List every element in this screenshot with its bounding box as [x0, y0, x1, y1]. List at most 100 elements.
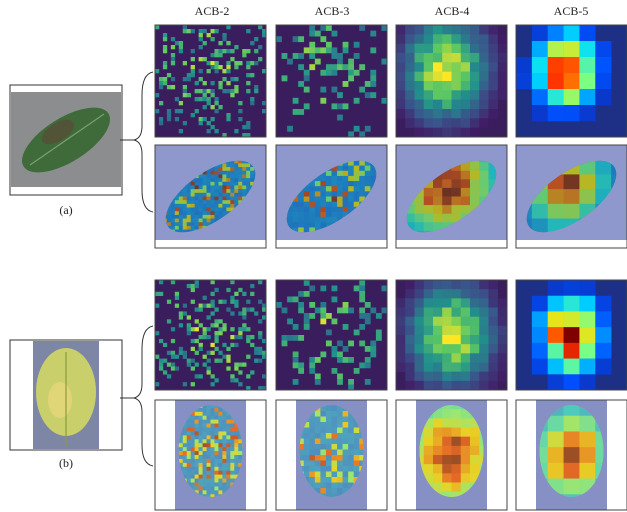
- heat-cell: [348, 455, 354, 461]
- heat-cell: [218, 350, 223, 355]
- heat-cell: [309, 368, 316, 374]
- heat-cell: [423, 280, 434, 290]
- heat-cell: [298, 211, 305, 218]
- heat-cell: [190, 69, 195, 74]
- heat-cell: [178, 458, 184, 464]
- heat-cell: [166, 214, 172, 219]
- heat-cell: [314, 411, 321, 417]
- heat-cell: [178, 49, 184, 54]
- heat-cell: [158, 362, 164, 367]
- heat-cell: [226, 478, 231, 483]
- heat-cell: [210, 174, 215, 179]
- heat-cell: [186, 29, 191, 34]
- heat-cell: [479, 436, 484, 447]
- heat-cell: [158, 101, 164, 106]
- heat-cell: [423, 371, 434, 382]
- heat-cell: [254, 49, 259, 54]
- heat-cell: [174, 366, 180, 371]
- heat-cell: [281, 53, 288, 59]
- heat-cell: [331, 186, 338, 192]
- heat-cell: [214, 411, 219, 417]
- heat-cell: [198, 423, 203, 428]
- heat-cell: [303, 433, 310, 439]
- heat-cell: [309, 460, 316, 467]
- heat-cell: [292, 227, 299, 233]
- heat-cell: [238, 174, 243, 179]
- heat-cell: [198, 411, 203, 417]
- heat-cell: [292, 351, 299, 358]
- heat-cell: [309, 477, 316, 483]
- heat-cell: [442, 409, 452, 419]
- heat-cell: [262, 338, 267, 344]
- heat-cell: [246, 338, 251, 344]
- heat-cell: [262, 354, 267, 359]
- heat-cell: [198, 200, 203, 205]
- heat-cell: [479, 162, 489, 172]
- heat-cell: [234, 455, 239, 460]
- heat-cell: [198, 486, 203, 491]
- heat-cell: [238, 163, 243, 168]
- heat-cell: [303, 318, 310, 325]
- heat-cell: [202, 455, 207, 460]
- heat-cell: [303, 47, 310, 54]
- heat-cell: [353, 433, 360, 439]
- heat-cell: [579, 431, 596, 448]
- heat-cell: [194, 470, 199, 475]
- heat-cell: [206, 200, 211, 205]
- heat-cell: [423, 34, 434, 44]
- heat-cell: [325, 416, 332, 423]
- heatmap-tile: [154, 279, 267, 391]
- heat-cell: [320, 351, 327, 358]
- heat-cell: [359, 433, 364, 439]
- heat-cell: [433, 34, 443, 44]
- heat-cell: [210, 207, 215, 212]
- heat-cell: [314, 47, 321, 54]
- heat-cell: [194, 415, 199, 420]
- heat-cell: [325, 170, 332, 177]
- heat-cell: [170, 203, 176, 208]
- heat-cell: [222, 299, 227, 304]
- heat-cell: [442, 325, 452, 336]
- heatmap-tile: [275, 279, 388, 391]
- heat-cell: [314, 175, 321, 182]
- heat-cell: [226, 185, 231, 190]
- heat-cell: [325, 41, 332, 48]
- heat-cell: [309, 64, 316, 71]
- heat-cell: [162, 45, 168, 50]
- tile-border: [395, 24, 508, 138]
- heat-cell: [198, 427, 203, 432]
- heat-cell: [206, 423, 211, 428]
- heat-cell: [309, 444, 316, 450]
- heat-cell: [198, 218, 203, 223]
- heat-cell: [242, 189, 247, 194]
- heat-cell: [206, 470, 211, 475]
- heat-cell: [479, 179, 489, 189]
- heat-cell: [451, 482, 462, 492]
- heat-cell: [331, 427, 338, 434]
- heat-cell: [470, 127, 480, 138]
- heat-cell: [314, 416, 321, 423]
- heat-cell: [210, 299, 215, 304]
- heat-cell: [563, 342, 580, 359]
- heat-cell: [242, 181, 247, 186]
- heat-cell: [320, 36, 327, 43]
- heat-cell: [364, 313, 371, 319]
- heat-cell: [309, 449, 316, 456]
- heat-cell: [218, 105, 223, 110]
- heat-cell: [230, 200, 235, 205]
- heat-cell: [230, 77, 235, 82]
- tile-border: [515, 144, 627, 249]
- heat-cell: [364, 165, 371, 172]
- heat-cell: [178, 439, 184, 444]
- heat-cell: [170, 61, 176, 66]
- heat-cell: [423, 473, 434, 483]
- overlay-tile: [154, 399, 267, 511]
- heat-cell: [186, 423, 191, 428]
- heat-cell: [348, 357, 354, 363]
- heat-cell: [194, 196, 199, 201]
- heat-cell: [226, 41, 231, 46]
- heat-cell: [178, 462, 184, 468]
- heat-cell: [353, 97, 360, 104]
- heat-cell: [488, 43, 499, 54]
- heat-cell: [214, 474, 219, 479]
